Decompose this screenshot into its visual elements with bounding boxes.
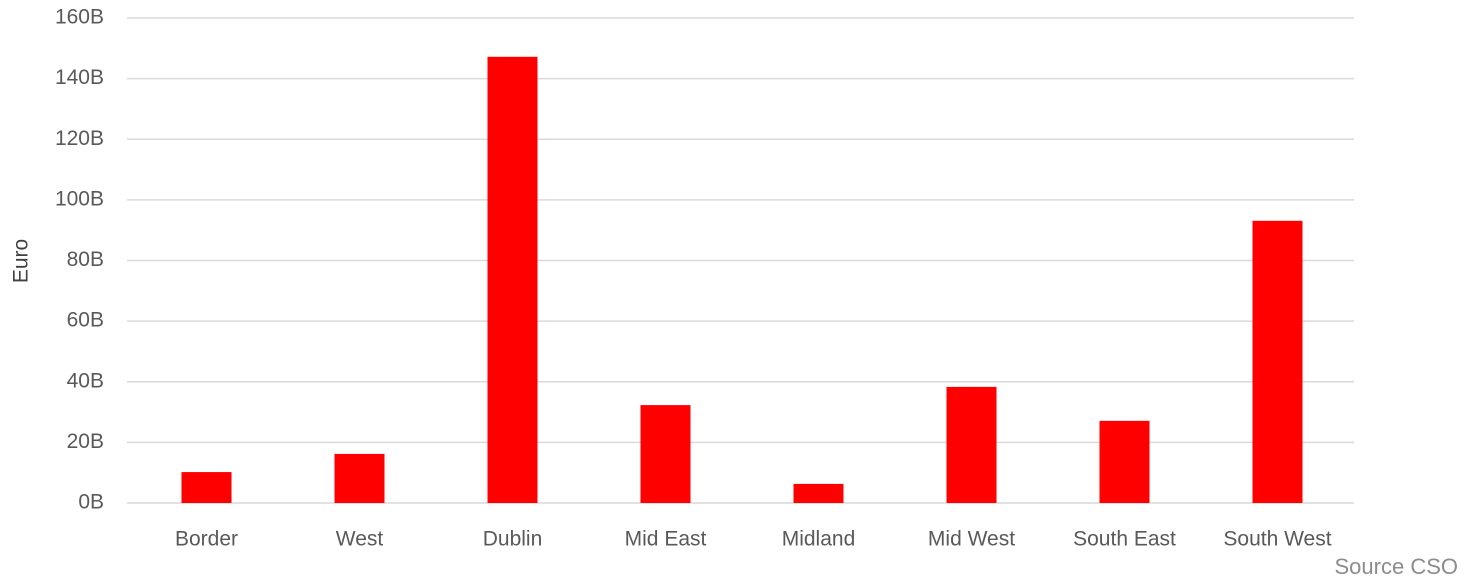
y-tick-label: 60B — [67, 309, 104, 332]
y-tick-label: 100B — [55, 187, 104, 210]
bar — [640, 405, 691, 503]
x-tick-label: Dublin — [483, 528, 543, 551]
x-tick-label: Mid West — [928, 528, 1015, 551]
bar — [1099, 420, 1150, 503]
y-axis-label: Euro — [10, 239, 33, 283]
bar — [1252, 220, 1303, 503]
y-tick-label: 120B — [55, 127, 104, 150]
y-tick-label: 20B — [67, 430, 104, 453]
x-tick-label: Border — [175, 528, 238, 551]
y-tick-label: 160B — [55, 6, 104, 29]
y-tick-label: 40B — [67, 369, 104, 392]
y-tick-label: 140B — [55, 66, 104, 89]
x-tick-label: South West — [1223, 528, 1331, 551]
bar — [487, 56, 538, 504]
bar — [334, 453, 385, 503]
x-tick-label: Mid East — [625, 528, 707, 551]
bar — [181, 472, 232, 503]
bar — [793, 483, 844, 503]
x-tick-label: Midland — [782, 528, 856, 551]
x-tick-label: South East — [1073, 528, 1176, 551]
x-tick-label: West — [336, 528, 384, 551]
y-tick-label: 80B — [67, 248, 104, 271]
y-tick-label: 0B — [78, 491, 104, 514]
bar — [946, 386, 997, 503]
source-note: Source CSO — [1335, 554, 1459, 579]
